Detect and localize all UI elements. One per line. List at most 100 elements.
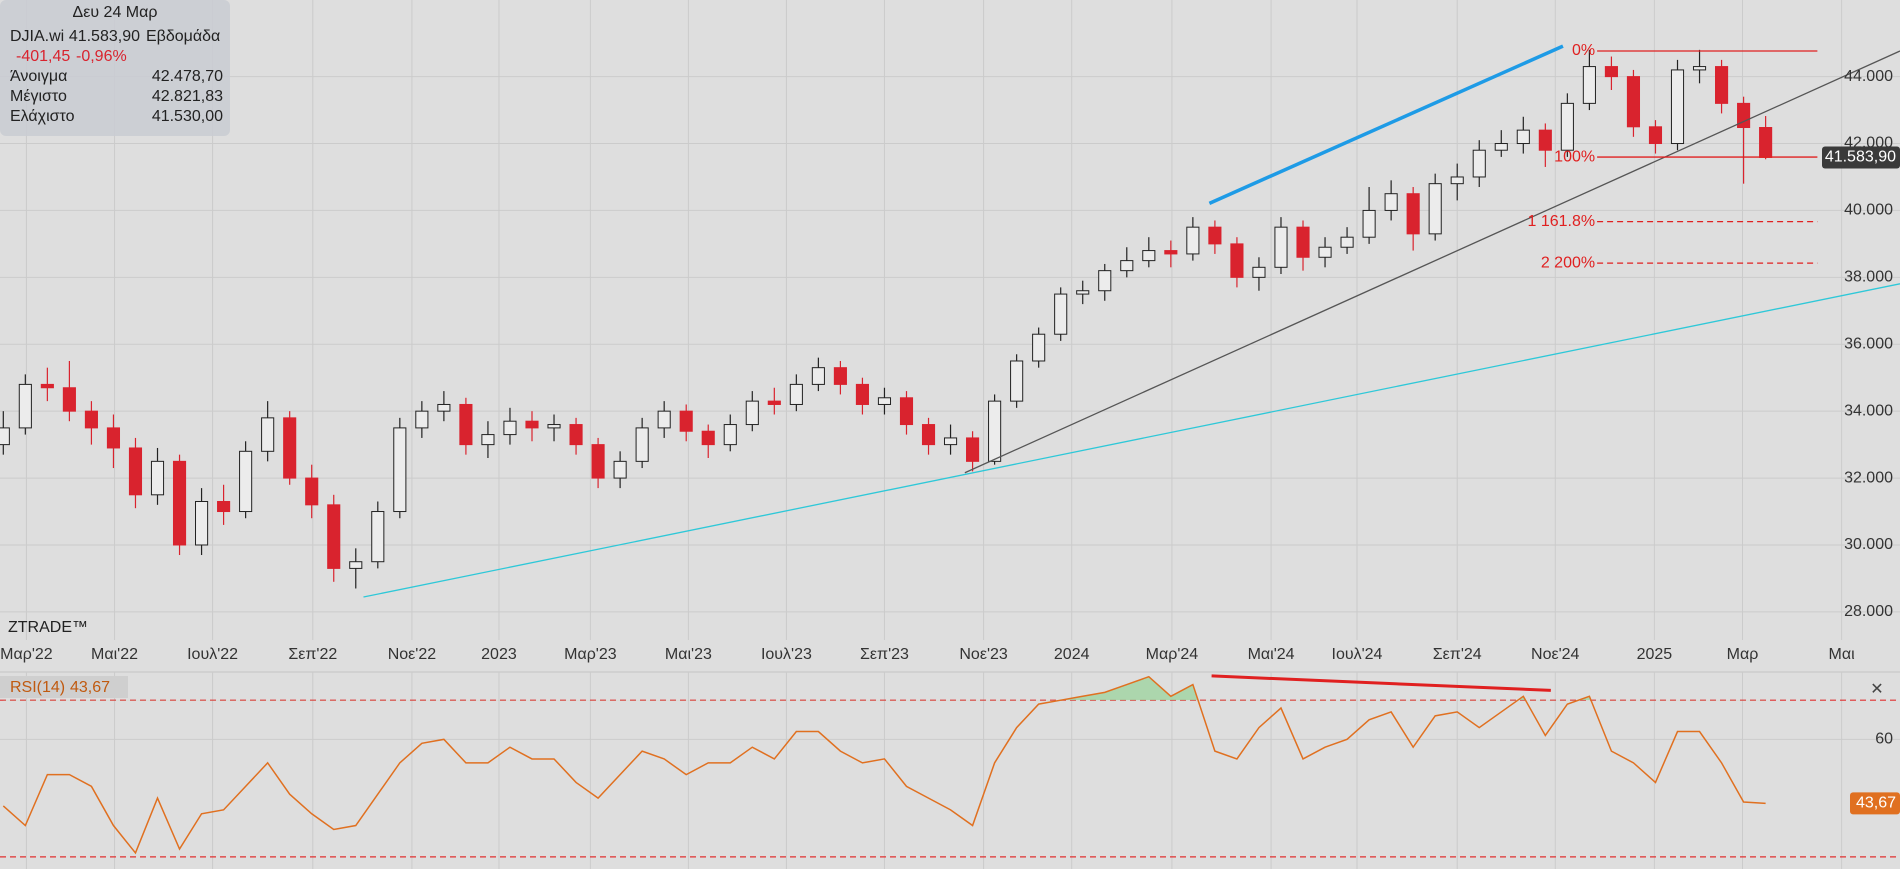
candle-body bbox=[657, 410, 671, 429]
candle-body bbox=[1759, 127, 1773, 158]
info-label: Μέγιστο bbox=[10, 88, 67, 105]
candle-body bbox=[1164, 250, 1178, 255]
y-tick-label: 44.000 bbox=[1844, 68, 1893, 85]
x-tick-label: Νοε'24 bbox=[1531, 646, 1580, 663]
y-tick-label: 30.000 bbox=[1844, 536, 1893, 553]
candle-body bbox=[1692, 66, 1707, 71]
x-tick-label: Ιουλ'23 bbox=[761, 646, 812, 663]
x-tick-label: Ιουλ'22 bbox=[187, 646, 238, 663]
fib-label: 2 200% bbox=[1541, 254, 1595, 271]
candle-body bbox=[459, 403, 473, 446]
candle-body bbox=[84, 410, 98, 429]
trend-line bbox=[964, 50, 1900, 474]
candle-body bbox=[261, 417, 275, 452]
candle-body bbox=[899, 397, 914, 426]
candle-body bbox=[591, 444, 605, 479]
candle-body bbox=[1670, 69, 1685, 145]
candle-body bbox=[150, 460, 165, 496]
candle-body bbox=[1120, 260, 1134, 272]
rsi-name: RSI(14) bbox=[10, 679, 65, 696]
info-label: Ελάχιστο bbox=[10, 108, 75, 125]
candle-body bbox=[283, 417, 297, 479]
candle-body bbox=[635, 427, 649, 462]
candle-body bbox=[1362, 209, 1376, 238]
candle-body bbox=[1230, 243, 1244, 278]
info-period: Εβδομάδα bbox=[146, 28, 220, 45]
x-tick-label: Σεπ'23 bbox=[860, 646, 909, 663]
candle-body bbox=[106, 427, 121, 449]
price-tag bbox=[1822, 146, 1900, 169]
x-tick-label: Μαι'22 bbox=[91, 646, 138, 663]
candle-body bbox=[1648, 126, 1663, 145]
candle-body bbox=[767, 400, 781, 405]
rsi-tick-label: 60 bbox=[1875, 731, 1893, 748]
candle-body bbox=[0, 427, 10, 446]
candle-body bbox=[18, 383, 32, 429]
candle-body bbox=[1186, 226, 1200, 255]
candle-body bbox=[503, 420, 517, 436]
candle-body bbox=[349, 561, 363, 569]
trend-line bbox=[1208, 44, 1564, 205]
rsi-tag-label: 43,67 bbox=[1856, 795, 1896, 812]
fib-label: 100% bbox=[1554, 148, 1595, 165]
candle-body bbox=[701, 430, 715, 446]
candle-body bbox=[613, 460, 627, 479]
candle-body bbox=[1582, 66, 1596, 104]
y-tick-label: 40.000 bbox=[1844, 202, 1893, 219]
candle-body bbox=[1604, 66, 1618, 78]
candle-body bbox=[1340, 236, 1354, 248]
x-tick-label: Μαι'23 bbox=[665, 646, 712, 663]
x-tick-label: Μαι'24 bbox=[1248, 646, 1295, 663]
candle-body bbox=[1208, 226, 1222, 245]
candle-body bbox=[481, 434, 495, 446]
candle-body bbox=[1516, 129, 1530, 145]
info-price: 41.583,90 bbox=[69, 28, 140, 45]
x-tick-label: 2023 bbox=[481, 646, 517, 663]
rsi-overbought-fill bbox=[1060, 676, 1591, 701]
candle-body bbox=[943, 437, 958, 446]
rsi-value: 43,67 bbox=[70, 679, 110, 696]
x-tick-label: Σεπ'24 bbox=[1433, 646, 1482, 663]
candle-body bbox=[988, 400, 1002, 462]
candle-body bbox=[1010, 360, 1024, 402]
candle-body bbox=[327, 504, 341, 569]
candle-body bbox=[1032, 333, 1046, 362]
x-tick-label: Μαρ'24 bbox=[1146, 646, 1199, 663]
y-tick-label: 34.000 bbox=[1844, 402, 1893, 419]
trend-line bbox=[363, 283, 1900, 598]
candle-body bbox=[1737, 102, 1751, 129]
candle-body bbox=[1560, 102, 1574, 151]
candle-body bbox=[679, 410, 693, 432]
candle-body bbox=[921, 424, 936, 446]
candle-body bbox=[745, 400, 759, 426]
y-tick-label: 36.000 bbox=[1844, 335, 1893, 352]
candle-body bbox=[811, 367, 825, 385]
rsi-tag bbox=[1850, 792, 1900, 815]
x-tick-label: 2024 bbox=[1054, 646, 1090, 663]
candle-body bbox=[40, 383, 54, 389]
candle-body bbox=[305, 477, 319, 506]
candle-body bbox=[371, 511, 385, 563]
x-tick-label: Νοε'22 bbox=[388, 646, 437, 663]
x-tick-label: Μαρ bbox=[1727, 646, 1759, 663]
x-tick-label: Νοε'23 bbox=[959, 646, 1008, 663]
candle-body bbox=[1076, 290, 1090, 295]
info-symbol: DJIA.wi bbox=[10, 28, 64, 45]
x-tick-label: Μαι bbox=[1829, 646, 1856, 663]
y-tick-label: 32.000 bbox=[1844, 469, 1893, 486]
candle-body bbox=[1406, 193, 1420, 235]
fib-label: 0% bbox=[1572, 42, 1595, 59]
fib-label: 1 161.8% bbox=[1527, 213, 1595, 230]
info-label: Άνοιγμα bbox=[10, 68, 67, 85]
candle-body bbox=[569, 424, 583, 446]
info-change: -401,45 bbox=[16, 48, 70, 65]
candle-body bbox=[1142, 250, 1156, 262]
candle-body bbox=[1384, 193, 1398, 211]
candle-body bbox=[1450, 176, 1464, 185]
candle-body bbox=[525, 420, 539, 429]
candle-body bbox=[393, 427, 407, 513]
candle-body bbox=[966, 437, 980, 462]
candle-body bbox=[789, 383, 803, 405]
close-button[interactable]: ✕ bbox=[1870, 681, 1883, 698]
